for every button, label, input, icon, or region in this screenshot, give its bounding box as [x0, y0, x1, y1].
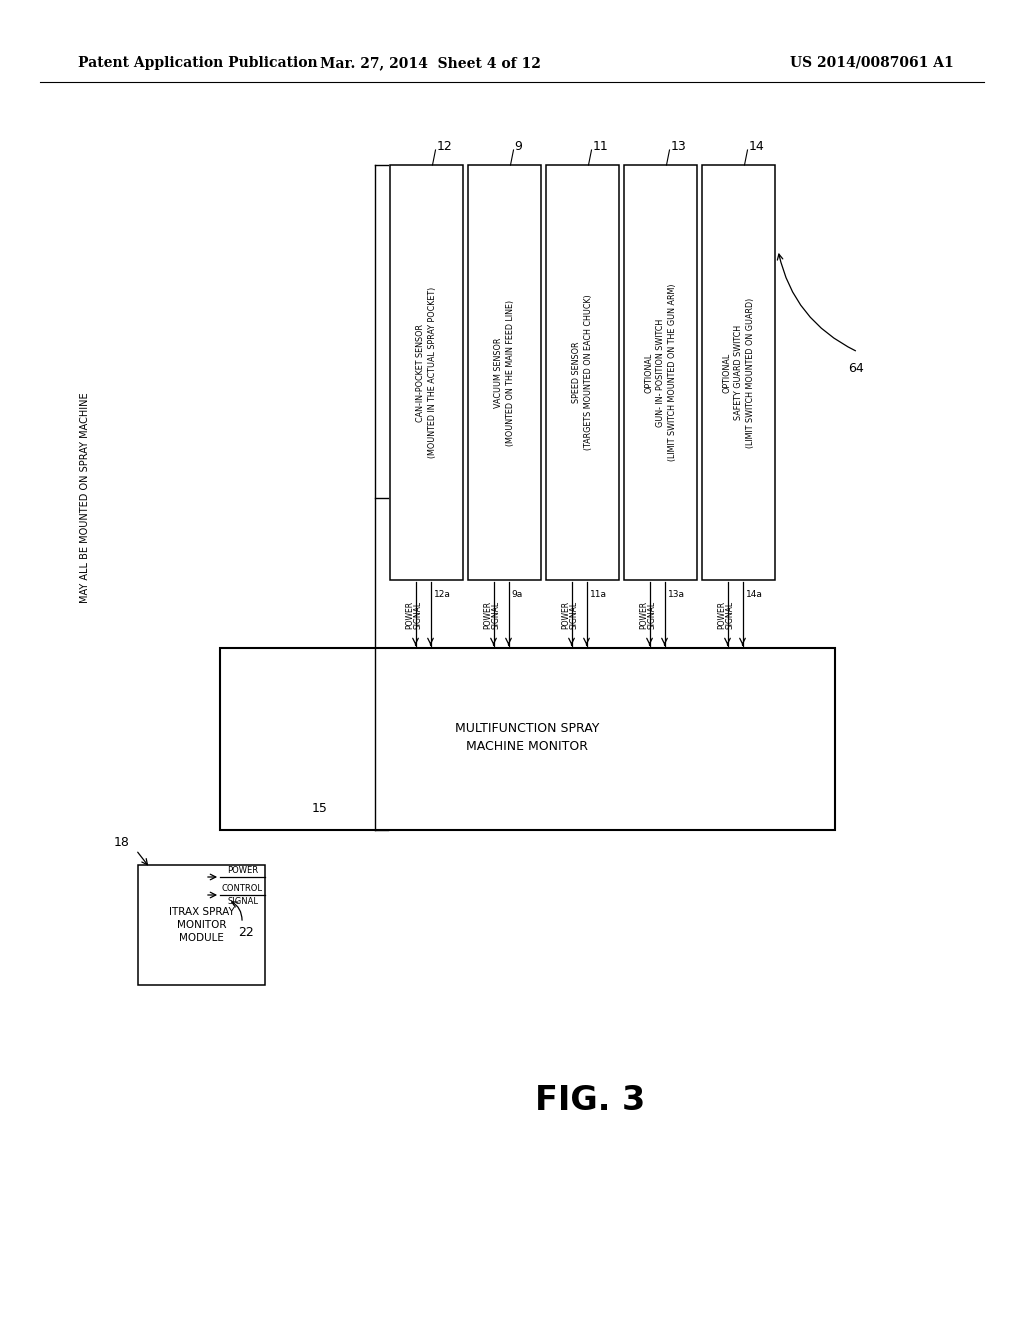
Text: OPTIONAL
SAFETY GUARD SWITCH
(LIMIT SWITCH MOUNTED ON GUARD): OPTIONAL SAFETY GUARD SWITCH (LIMIT SWIT…: [722, 297, 755, 447]
Text: SIGNAL: SIGNAL: [227, 898, 258, 906]
Text: POWER: POWER: [718, 601, 726, 630]
Text: SIGNAL: SIGNAL: [414, 601, 423, 630]
Bar: [546, 165, 618, 579]
Text: 11a: 11a: [590, 590, 606, 599]
Bar: [702, 165, 775, 579]
Bar: [468, 165, 541, 579]
Text: 12: 12: [436, 140, 453, 153]
Text: 22: 22: [238, 927, 254, 940]
Text: SIGNAL: SIGNAL: [725, 601, 734, 630]
Text: POWER: POWER: [406, 601, 415, 630]
Bar: [624, 165, 697, 579]
Text: MACHINE MONITOR: MACHINE MONITOR: [467, 741, 589, 754]
Text: SIGNAL: SIGNAL: [492, 601, 501, 630]
Bar: [390, 165, 463, 579]
Bar: [220, 648, 835, 830]
Text: 13: 13: [671, 140, 686, 153]
Text: SIGNAL: SIGNAL: [569, 601, 579, 630]
Text: ITRAX SPRAY: ITRAX SPRAY: [169, 907, 234, 917]
Text: US 2014/0087061 A1: US 2014/0087061 A1: [790, 55, 953, 70]
Text: 13a: 13a: [668, 590, 684, 599]
Text: FIG. 3: FIG. 3: [535, 1084, 645, 1117]
Text: Patent Application Publication: Patent Application Publication: [78, 55, 317, 70]
Text: 9a: 9a: [512, 590, 522, 599]
Bar: [138, 865, 265, 985]
Text: OPTIONAL
GUN- IN- POSITION SWITCH
(LIMIT SWITCH MOUNTED ON THE GUN ARM): OPTIONAL GUN- IN- POSITION SWITCH (LIMIT…: [644, 284, 677, 461]
Text: POWER: POWER: [561, 601, 570, 630]
Text: VACUUM SENSOR
(MOUNTED ON THE MAIN FEED LINE): VACUUM SENSOR (MOUNTED ON THE MAIN FEED …: [495, 300, 515, 446]
Text: MONITOR: MONITOR: [177, 920, 226, 931]
Text: POWER: POWER: [483, 601, 493, 630]
Text: 64: 64: [848, 362, 864, 375]
Text: 18: 18: [114, 837, 130, 850]
Text: SPEED SENSOR
(TARGETS MOUNTED ON EACH CHUCK): SPEED SENSOR (TARGETS MOUNTED ON EACH CH…: [572, 294, 593, 450]
Text: 14: 14: [749, 140, 764, 153]
Text: MULTIFUNCTION SPRAY: MULTIFUNCTION SPRAY: [456, 722, 600, 735]
Text: 11: 11: [593, 140, 608, 153]
Text: 12a: 12a: [433, 590, 451, 599]
Text: POWER: POWER: [640, 601, 648, 630]
Text: 9: 9: [514, 140, 522, 153]
Text: CONTROL: CONTROL: [222, 884, 263, 894]
Text: Mar. 27, 2014  Sheet 4 of 12: Mar. 27, 2014 Sheet 4 of 12: [319, 55, 541, 70]
Text: 15: 15: [312, 801, 328, 814]
Text: SIGNAL: SIGNAL: [647, 601, 656, 630]
Text: MODULE: MODULE: [179, 933, 224, 942]
Text: POWER: POWER: [227, 866, 258, 875]
Text: MAY ALL BE MOUNTED ON SPRAY MACHINE: MAY ALL BE MOUNTED ON SPRAY MACHINE: [80, 392, 90, 603]
Text: 14a: 14a: [745, 590, 763, 599]
Text: CAN-IN-POCKET SENSOR
(MOUNTED IN THE ACTUAL SPRAY POCKET): CAN-IN-POCKET SENSOR (MOUNTED IN THE ACT…: [416, 286, 437, 458]
